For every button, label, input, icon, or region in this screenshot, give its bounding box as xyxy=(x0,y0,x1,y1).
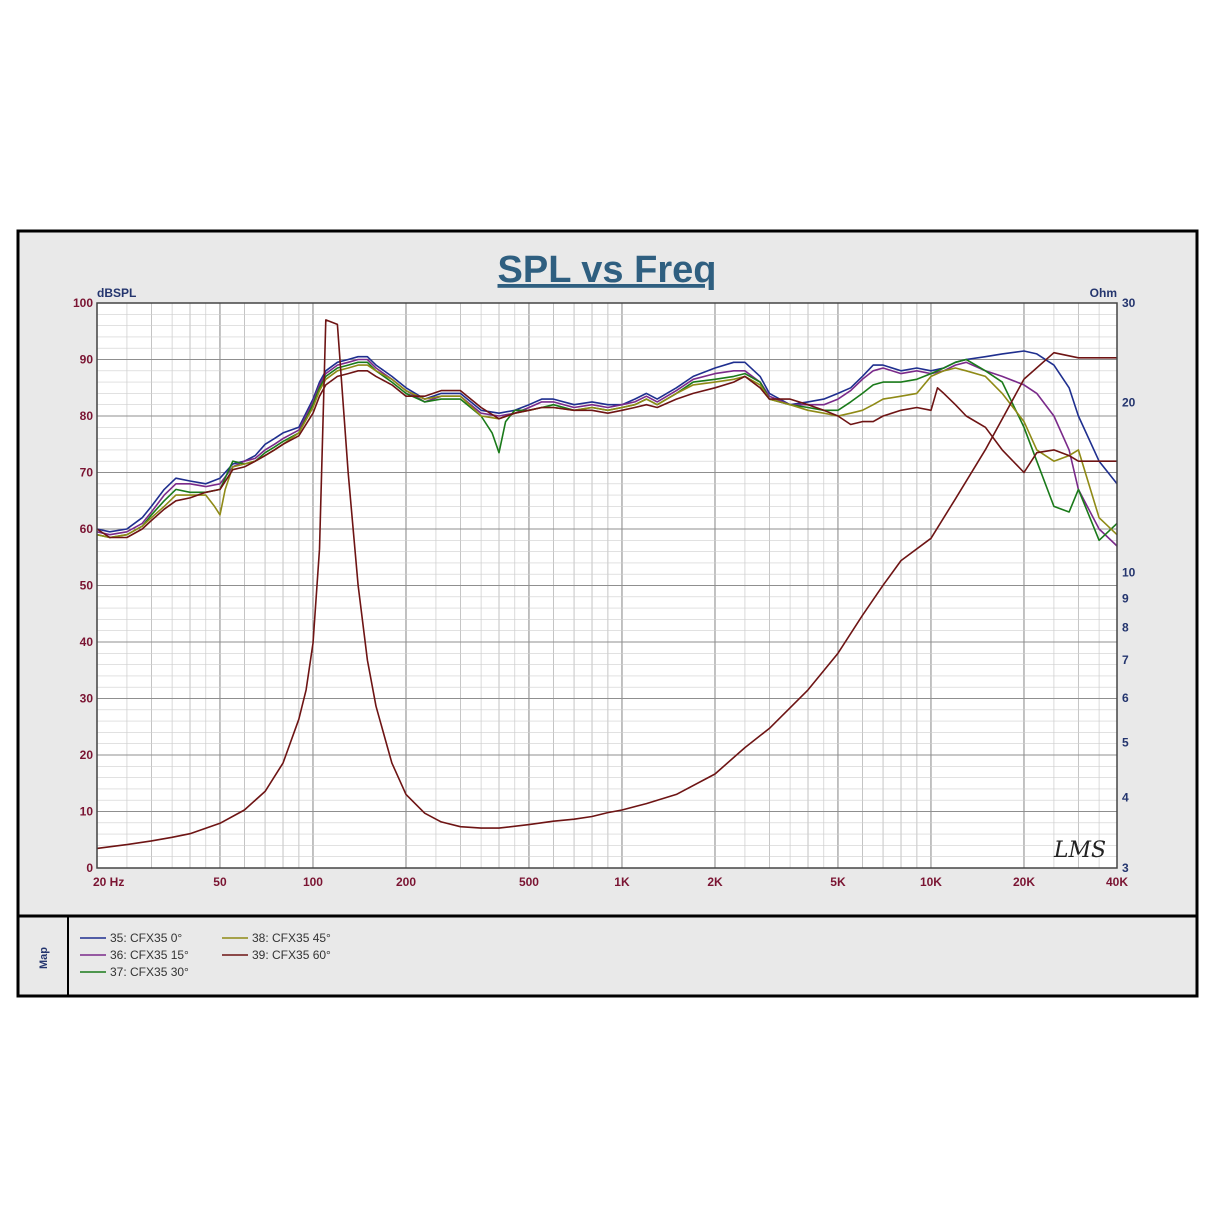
right-axis-unit: Ohm xyxy=(1090,286,1117,300)
y-tick-label: 20 xyxy=(80,748,94,762)
legend-item: 38: CFX35 45° xyxy=(252,931,331,945)
x-tick-label: 5K xyxy=(830,875,846,889)
plot-area xyxy=(96,302,1118,869)
y2-axis-ticks: 3 4 5 6 7 8 9 10 20 30 xyxy=(1122,296,1136,875)
lms-watermark: LMS xyxy=(1053,838,1106,863)
x-tick-label: 500 xyxy=(519,875,539,889)
series-layer xyxy=(96,319,1118,850)
legend-item: 37: CFX35 30° xyxy=(110,965,189,979)
y2-tick-label: 9 xyxy=(1122,591,1129,605)
y2-tick-label: 10 xyxy=(1122,566,1136,580)
y-tick-label: 60 xyxy=(80,522,94,536)
y-tick-label: 50 xyxy=(80,579,94,593)
x-tick-label: 20 Hz xyxy=(93,875,124,889)
legend-item: 36: CFX35 15° xyxy=(110,948,189,962)
x-tick-label: 1K xyxy=(614,875,630,889)
x-tick-label: 40K xyxy=(1106,875,1128,889)
y-tick-label: 10 xyxy=(80,805,94,819)
y-axis-ticks: 0 10 20 30 40 50 60 70 80 90 100 xyxy=(73,296,93,875)
y2-tick-label: 20 xyxy=(1122,395,1136,409)
legend-panel xyxy=(16,914,1199,998)
series-line-5 xyxy=(96,319,1117,850)
y2-tick-label: 7 xyxy=(1122,653,1129,667)
x-tick-label: 100 xyxy=(303,875,323,889)
x-tick-label: 2K xyxy=(707,875,723,889)
legend-item: 35: CFX35 0° xyxy=(110,931,182,945)
chart-title: SPL vs Freq xyxy=(498,249,717,291)
series-line-4 xyxy=(96,369,1117,539)
y-tick-label: 70 xyxy=(80,466,94,480)
legend-items: 35: CFX35 0° 36: CFX35 15° 37: CFX35 30° 38… xyxy=(80,931,331,979)
y-tick-label: 90 xyxy=(80,353,94,367)
plot-border xyxy=(96,302,1118,869)
y2-tick-label: 30 xyxy=(1122,296,1136,310)
y-tick-label: 30 xyxy=(80,692,94,706)
legend-label: Map xyxy=(38,947,50,969)
y2-tick-label: 4 xyxy=(1122,790,1129,804)
x-tick-label: 50 xyxy=(213,875,227,889)
y-tick-label: 100 xyxy=(73,296,93,310)
x-axis-ticks: 20 Hz 50 100 200 500 1K 2K 5K 10K 20K 40K xyxy=(93,875,1128,889)
y-tick-label: 0 xyxy=(86,861,93,875)
y2-tick-label: 6 xyxy=(1122,691,1129,705)
x-tick-label: 200 xyxy=(396,875,416,889)
series-line-0 xyxy=(96,350,1118,533)
y-tick-label: 40 xyxy=(80,635,94,649)
x-tick-label: 10K xyxy=(920,875,942,889)
y-tick-label: 80 xyxy=(80,409,94,423)
left-axis-unit: dBSPL xyxy=(97,286,136,300)
y2-tick-label: 5 xyxy=(1122,736,1129,750)
series-line-2 xyxy=(96,358,1118,542)
y2-tick-label: 8 xyxy=(1122,620,1129,634)
legend-item: 39: CFX35 60° xyxy=(252,948,331,962)
x-tick-label: 20K xyxy=(1013,875,1035,889)
y2-tick-label: 3 xyxy=(1122,861,1129,875)
